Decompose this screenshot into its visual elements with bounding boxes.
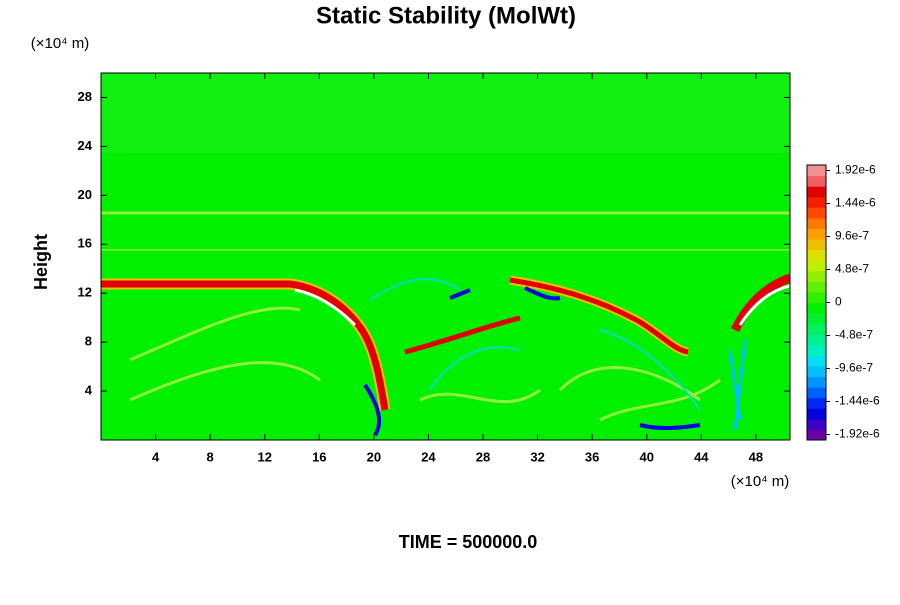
footer-time: TIME = 500000.0: [399, 532, 538, 552]
plot-frame: [100, 72, 791, 441]
field-feature: [129, 306, 721, 422]
colorbar-tick-label: -4.8e-7: [835, 328, 873, 342]
colorbar-band: [807, 239, 826, 251]
colorbar-band: [807, 186, 826, 198]
colorbar-band: [807, 387, 826, 399]
field-feature: [369, 278, 701, 411]
field-shade: [101, 73, 790, 153]
field-feature: [738, 284, 790, 326]
colorbar-band: [807, 291, 826, 303]
colorbar-tick-label: -1.44e-6: [835, 394, 880, 408]
colorbar-band: [807, 355, 826, 367]
x-tick-label: 8: [207, 449, 214, 464]
colorbar-band: [807, 228, 826, 240]
colorbar-band: [807, 344, 826, 356]
y-tick-label: 12: [78, 285, 92, 300]
colorbar-band: [807, 365, 826, 378]
x-unit-label: (×10⁴ m): [731, 473, 790, 490]
colorbar-band: [807, 165, 826, 177]
field-feature: [404, 315, 521, 355]
x-tick-label: 16: [312, 449, 326, 464]
x-tick-label: 32: [530, 449, 544, 464]
x-tick-label: 4: [152, 449, 160, 464]
colorbar-band: [807, 249, 826, 261]
field-feature: [363, 286, 701, 437]
x-tick-label: 12: [257, 449, 271, 464]
y-tick-label: 24: [78, 138, 93, 153]
x-tick-label: 20: [367, 449, 381, 464]
colorbar-band: [807, 175, 826, 187]
y-tick-label: 20: [78, 187, 92, 202]
chart-title: Static Stability (MolWt): [316, 2, 576, 29]
field-feature: [728, 339, 747, 431]
colorbar-tick-label: 1.44e-6: [835, 196, 876, 210]
field: [101, 73, 790, 440]
y-axis-label: Height: [31, 234, 51, 290]
colorbar-band: [807, 302, 826, 314]
y-tick-label: 4: [85, 383, 93, 398]
colorbar-band: [807, 260, 826, 272]
colorbar-band: [807, 207, 826, 219]
x-tick-label: 36: [585, 449, 599, 464]
colorbar-band: [807, 281, 826, 293]
y-unit-label: (×10⁴ m): [31, 35, 90, 52]
field-feature: [730, 273, 790, 333]
colorbar-band: [807, 270, 826, 282]
colorbar-band: [807, 429, 826, 441]
field-feature: [101, 280, 389, 411]
colorbar-tick-label: 0: [835, 295, 842, 309]
colorbar-band: [807, 334, 826, 346]
x-tick-label: 28: [476, 449, 490, 464]
colorbar-band: [807, 323, 826, 335]
field-feature: [294, 288, 357, 327]
colorbar-tick-label: 4.8e-7: [835, 262, 869, 276]
colorbar-tick-label: -1.92e-6: [835, 427, 880, 441]
colorbar-tick-label: 1.92e-6: [835, 163, 876, 177]
x-tick-label: 40: [640, 449, 654, 464]
colorbar-band: [807, 376, 826, 388]
x-tick-label: 24: [421, 449, 436, 464]
colorbar-tick-label: 9.6e-7: [835, 229, 869, 243]
colorbar-band: [807, 196, 826, 208]
y-tick-label: 28: [78, 89, 92, 104]
y-tick-label: 16: [78, 236, 92, 251]
y-tick-label: 8: [85, 334, 92, 349]
colorbar-band: [807, 217, 826, 229]
colorbar-band: [807, 397, 826, 409]
field-feature: [509, 277, 689, 355]
x-tick-label: 44: [694, 449, 709, 464]
colorbar-frame: [806, 164, 827, 441]
colorbar-band: [807, 408, 826, 420]
colorbar-band: [807, 313, 826, 325]
x-tick-label: 48: [749, 449, 763, 464]
colorbar-band: [807, 418, 826, 430]
colorbar-tick-label: -9.6e-7: [835, 361, 873, 375]
